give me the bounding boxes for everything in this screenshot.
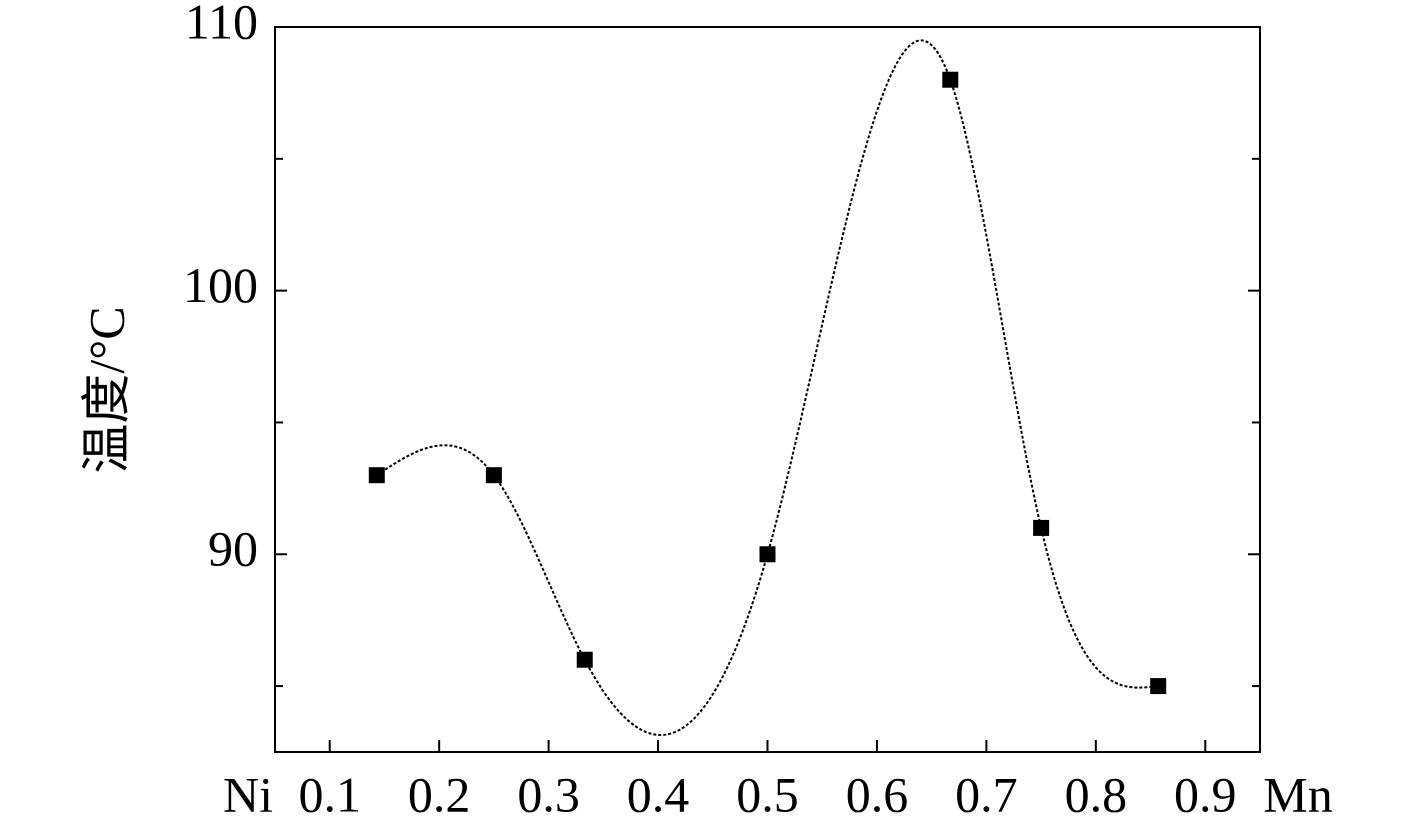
point [1033, 519, 1050, 536]
plot-frame [274, 26, 1261, 753]
x-end-label: Ni [223, 766, 273, 822]
point [942, 71, 959, 88]
point [576, 651, 593, 668]
x-tick-label: 0.8 [1065, 766, 1128, 822]
x-tick-label: 0.9 [1174, 766, 1237, 822]
point [368, 467, 385, 484]
y-tick-label: 110 [185, 0, 258, 49]
y-tick-label: 90 [208, 521, 258, 577]
point [1150, 678, 1167, 695]
x-end-label: Mn [1263, 766, 1332, 822]
x-tick-label: 0.3 [517, 766, 580, 822]
x-tick-label: 0.1 [298, 766, 361, 822]
y-axis-label: 温度/°C [78, 306, 134, 473]
y-tick-label: 100 [183, 257, 258, 313]
x-tick-label: 0.6 [846, 766, 909, 822]
curve [376, 39, 1159, 736]
x-tick-label: 0.4 [627, 766, 690, 822]
x-tick-label: 0.2 [408, 766, 471, 822]
point [759, 546, 776, 563]
x-tick-label: 0.7 [955, 766, 1018, 822]
point [485, 467, 502, 484]
x-tick-label: 0.5 [736, 766, 799, 822]
